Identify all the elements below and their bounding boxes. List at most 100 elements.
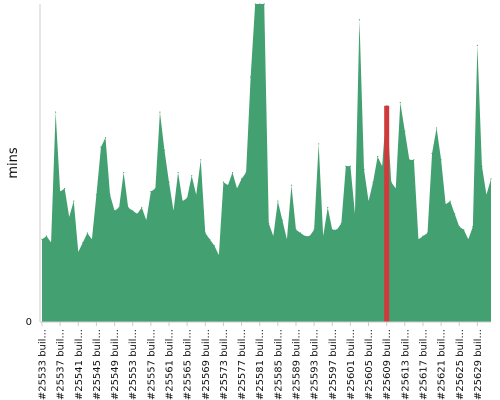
x-tick-label: #25549 buil... [110,329,121,400]
data-point [213,245,215,247]
data-point [313,229,315,231]
data-point [476,44,478,46]
data-point [200,159,202,161]
data-point [277,200,279,202]
data-point [50,241,52,244]
data-point [68,216,70,218]
data-point [399,101,401,104]
data-point [413,159,415,161]
x-tick-label: #25581 buil... [255,329,266,400]
data-point [449,200,451,202]
x-tick-label: #25561 buil... [164,329,175,400]
x-tick-label: #25573 buil... [219,329,230,400]
data-point [417,238,420,240]
data-point [218,254,220,256]
data-point [445,203,447,205]
data-point [381,165,383,167]
data-point [485,194,488,196]
x-tick-label: #25585 buil... [273,329,284,400]
x-tick-label: #25569 buil... [201,329,212,400]
data-point [168,181,170,183]
data-point [358,19,361,21]
data-point [254,3,256,5]
data-point [372,181,374,183]
data-point [458,226,460,228]
data-point [349,165,351,167]
data-point [435,127,438,129]
data-point [145,219,147,221]
data-point [272,235,274,237]
x-tick-label: #25629 buil... [473,329,484,400]
data-point [463,229,465,231]
data-point [318,143,320,145]
x-tick-label: #25577 buil... [237,329,248,400]
data-point [73,200,75,202]
x-tick-label: #25589 buil... [291,329,302,400]
data-point [59,191,61,193]
data-point [426,232,429,234]
x-axis-ticks: #25533 buil... #25537 buil... #25541 buil.… [38,322,484,400]
data-point [331,229,333,231]
data-point [354,213,356,215]
data-point [64,187,66,190]
data-point [45,235,48,237]
data-point [259,3,261,5]
data-point [159,111,161,113]
data-point [308,235,311,237]
data-point [286,238,288,240]
data-point [95,194,98,196]
data-point [86,232,88,234]
data-point [231,171,234,174]
data-point [304,235,306,237]
data-point [150,191,152,193]
data-point [299,232,302,234]
y-axis-ticks: 0 [26,317,32,328]
x-tick-label: #25557 buil... [146,329,157,400]
data-point [186,197,188,199]
data-point [327,206,329,209]
x-tick-label: #25593 buil... [310,329,321,400]
data-point [295,229,297,231]
x-tick-label: #25597 buil... [328,329,339,400]
data-point [263,3,265,5]
data-point [41,238,43,240]
data-point [77,251,79,253]
data-point [490,178,492,180]
data-point [472,226,474,228]
data-point [82,241,84,244]
x-tick-label: #25553 buil... [128,329,139,400]
series-area [41,3,492,322]
x-tick-label: #25537 buil... [56,329,67,400]
data-point [467,238,469,240]
x-tick-label: #25565 buil... [183,329,194,400]
x-tick-label: #25625 buil... [455,329,466,400]
data-point [222,181,225,183]
x-tick-label: #25601 buil... [346,329,357,400]
data-point [182,200,184,202]
data-point [245,171,247,174]
data-point [127,206,129,209]
x-tick-label: #25621 buil... [437,329,448,400]
data-point [408,159,410,161]
data-point [422,235,424,237]
data-point [345,165,347,167]
highlighted-build-bar[interactable] [384,105,390,322]
data-point [91,238,93,240]
data-point [440,159,442,161]
data-point [154,187,156,190]
data-point [363,168,365,170]
data-point [123,171,125,174]
data-point [177,171,179,174]
data-point [454,213,456,215]
data-point [55,111,57,113]
data-point [268,222,270,225]
data-point [191,175,193,177]
data-point [367,200,370,202]
data-point [195,194,197,196]
x-tick-label: #25545 buil... [92,329,103,400]
data-point [113,210,116,212]
series-area-fill [42,4,491,322]
data-point [163,149,166,151]
data-point [227,184,229,186]
